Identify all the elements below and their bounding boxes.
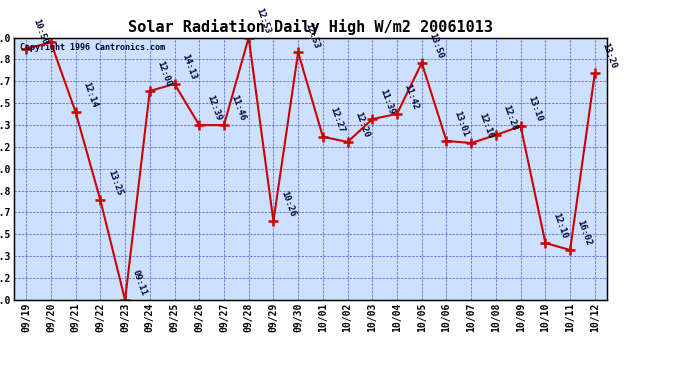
Text: 12:20: 12:20 bbox=[353, 111, 371, 139]
Text: 12:53: 12:53 bbox=[304, 21, 322, 50]
Text: 11:42: 11:42 bbox=[402, 83, 420, 111]
Text: 12:53: 12:53 bbox=[254, 6, 272, 35]
Text: 10:26: 10:26 bbox=[279, 190, 297, 218]
Text: 11:46: 11:46 bbox=[230, 94, 247, 122]
Text: 09:11: 09:11 bbox=[130, 269, 148, 297]
Text: 12:28: 12:28 bbox=[502, 104, 519, 132]
Text: 12:14: 12:14 bbox=[81, 81, 99, 110]
Text: 12:00: 12:00 bbox=[155, 60, 173, 88]
Title: Solar Radiation Daily High W/m2 20061013: Solar Radiation Daily High W/m2 20061013 bbox=[128, 19, 493, 35]
Text: 12:10: 12:10 bbox=[551, 212, 569, 240]
Text: 12:39: 12:39 bbox=[205, 94, 222, 122]
Text: 13:50: 13:50 bbox=[427, 32, 445, 60]
Text: Copyright 1996 Cantronics.com: Copyright 1996 Cantronics.com bbox=[20, 43, 165, 52]
Text: 11:39: 11:39 bbox=[378, 88, 395, 116]
Text: 16:02: 16:02 bbox=[575, 219, 593, 247]
Text: 12:27: 12:27 bbox=[328, 106, 346, 134]
Text: 13:25: 13:25 bbox=[106, 169, 124, 197]
Text: 10:50: 10:50 bbox=[32, 18, 50, 46]
Text: 14:13: 14:13 bbox=[180, 53, 198, 81]
Text: 13:20: 13:20 bbox=[600, 42, 618, 70]
Text: 13:01: 13:01 bbox=[452, 110, 470, 138]
Text: 12:10: 12:10 bbox=[477, 112, 495, 140]
Text: 13:10: 13:10 bbox=[526, 95, 544, 123]
